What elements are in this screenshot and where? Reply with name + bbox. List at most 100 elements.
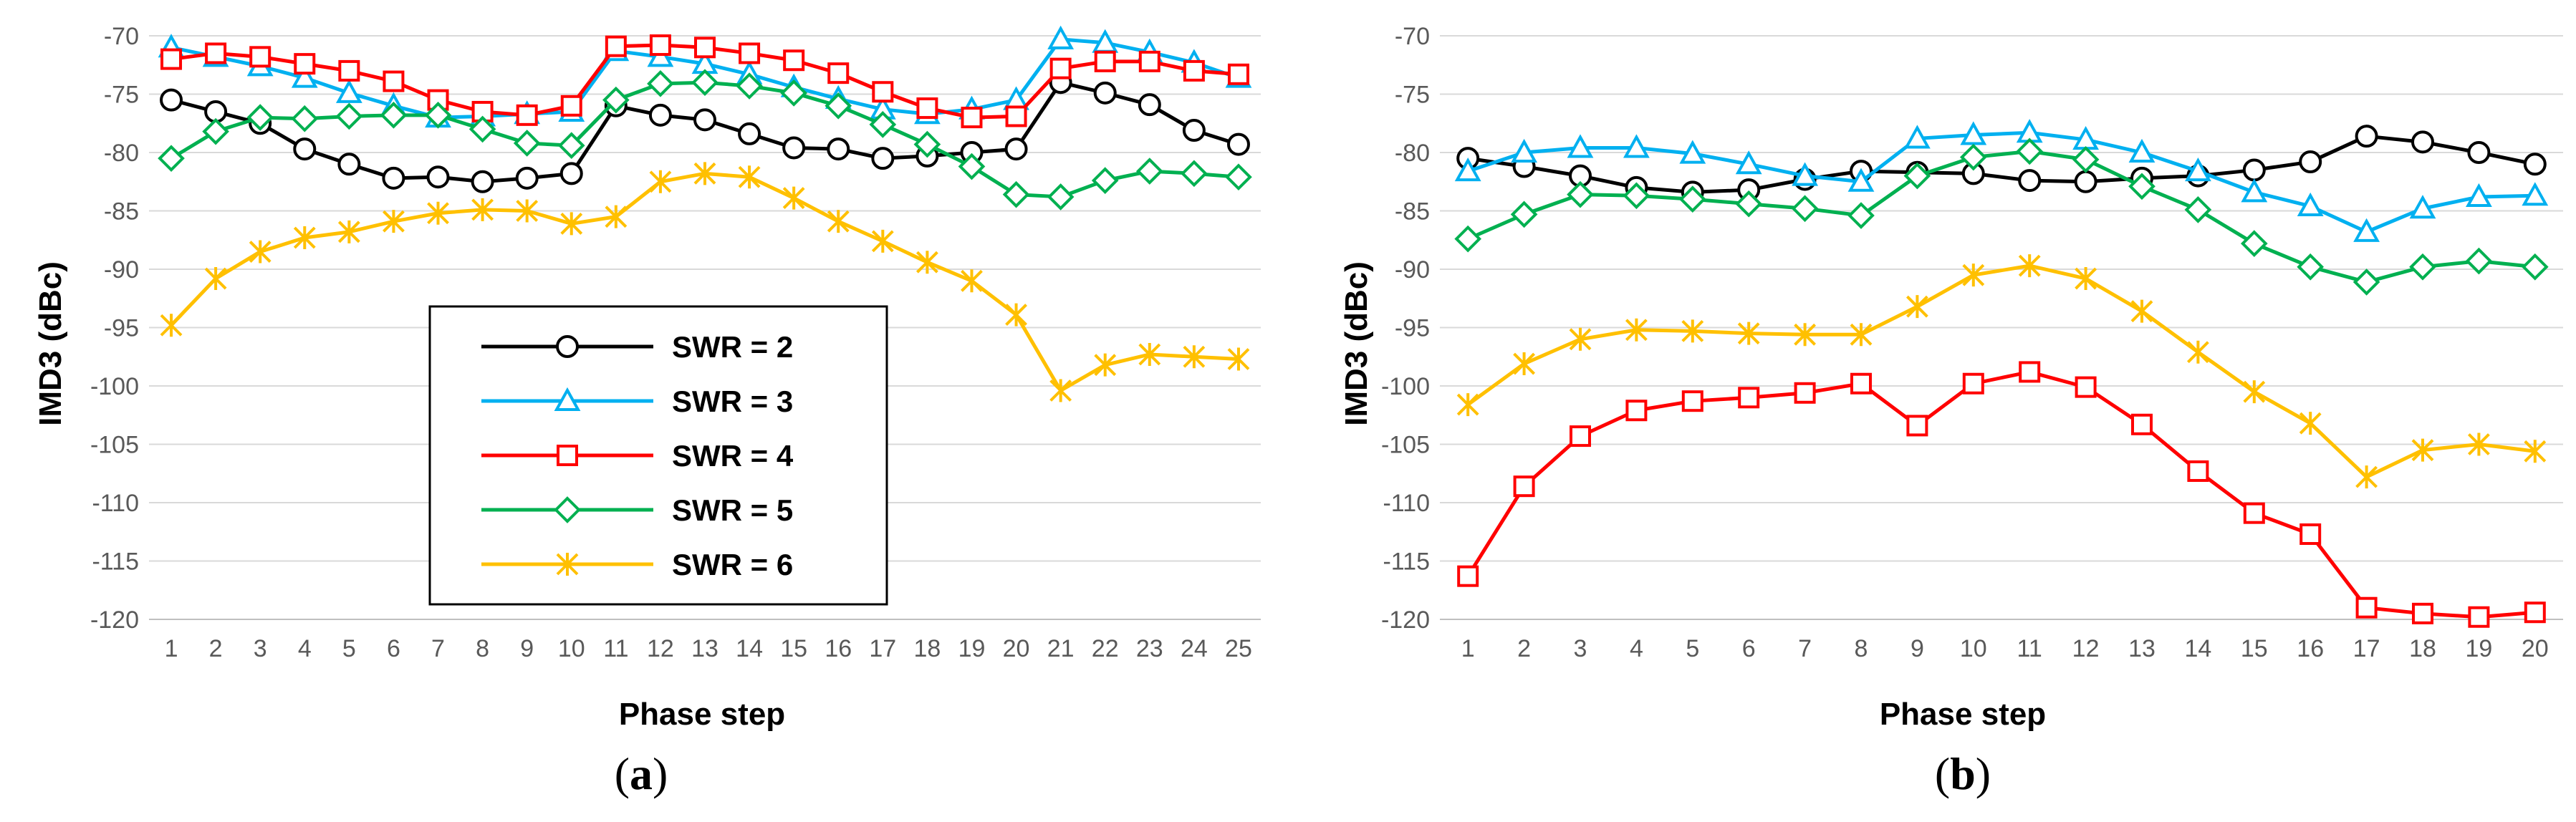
- data-point-swr-4-a: [383, 70, 405, 92]
- data-point-swr-3-b: [2409, 195, 2436, 219]
- data-point-swr-6-b: [1850, 323, 1873, 347]
- data-point-swr-3-a: [1047, 25, 1075, 49]
- data-point-swr-2-a: [293, 137, 317, 161]
- series-line-swr-5-b: [1467, 149, 2536, 284]
- data-point-swr-6-a: [1005, 303, 1027, 327]
- data-point-swr-2-a: [1226, 132, 1250, 156]
- y-tick-label-b: -100: [1381, 373, 1430, 400]
- data-point-swr-5-a: [1135, 158, 1163, 185]
- data-point-swr-4-a: [739, 42, 761, 64]
- series-swr-2-a: [160, 71, 1250, 193]
- data-point-swr-5-a: [1091, 167, 1119, 194]
- data-point-swr-5-b: [1791, 195, 1819, 223]
- data-point-swr-6-a: [871, 229, 894, 253]
- data-point-swr-5-a: [1181, 160, 1208, 188]
- data-point-swr-5-a: [1047, 183, 1075, 211]
- x-tick-label-a: 6: [387, 635, 400, 662]
- x-tick-label-b: 20: [2522, 635, 2549, 662]
- data-point-swr-6-a: [738, 165, 761, 189]
- data-point-swr-3-b: [1567, 134, 1594, 158]
- data-point-swr-6-b: [2524, 440, 2547, 463]
- y-tick-label-b: -85: [1395, 198, 1430, 226]
- x-tick-label-b: 7: [1798, 635, 1812, 662]
- legend-marker-swr-3: [554, 387, 581, 411]
- legend: SWR = 2 SWR = 3 SWR = 4 SWR = 5 SWR = 6: [428, 305, 888, 606]
- data-point-swr-3-b: [1623, 134, 1650, 158]
- x-tick-label-a: 12: [647, 635, 674, 662]
- data-point-swr-2-a: [1093, 81, 1117, 105]
- caption-b-letter: b: [1950, 748, 1976, 799]
- data-point-swr-3-a: [335, 79, 362, 103]
- series-swr-6-b: [1456, 254, 2547, 489]
- data-point-swr-4-b: [1906, 415, 1928, 437]
- data-point-swr-2-b: [2242, 158, 2266, 182]
- data-point-swr-2-b: [2467, 141, 2491, 164]
- legend-item-swr-4: SWR = 4: [481, 439, 794, 473]
- legend-marker-swr-5: [554, 496, 581, 523]
- y-tick-label-b: -115: [1383, 548, 1430, 576]
- data-point-swr-4-a: [961, 107, 983, 129]
- data-point-swr-5-b: [2184, 196, 2212, 223]
- data-point-swr-5-b: [1847, 202, 1875, 229]
- data-point-swr-6-b: [2186, 340, 2209, 364]
- data-point-swr-2-a: [1004, 137, 1028, 161]
- data-point-swr-2-a: [827, 137, 850, 161]
- data-point-swr-6-b: [2299, 412, 2322, 435]
- y-tick-label-a: -75: [104, 82, 139, 109]
- y-tick-label-b: -90: [1395, 256, 1430, 284]
- y-tick-label-b: -110: [1383, 490, 1430, 517]
- x-tick-label-a: 21: [1047, 635, 1075, 662]
- legend-marker-swr-6: [556, 553, 579, 576]
- data-point-swr-6-a: [249, 240, 271, 263]
- data-point-swr-5-b: [2128, 173, 2156, 200]
- data-point-swr-4-b: [1457, 565, 1479, 587]
- x-tick-label-a: 5: [342, 635, 356, 662]
- legend-marker-swr-2: [556, 335, 579, 358]
- data-point-swr-6-a: [427, 201, 449, 225]
- y-tick-label-a: -100: [90, 373, 139, 400]
- data-point-swr-6-a: [961, 269, 983, 293]
- xlabel-b: Phase step: [1880, 697, 2046, 732]
- data-point-swr-4-a: [694, 37, 716, 59]
- data-point-swr-4-a: [872, 81, 894, 103]
- data-point-swr-5-a: [380, 102, 408, 129]
- x-tick-label-a: 24: [1181, 635, 1208, 662]
- data-point-swr-5-a: [1225, 163, 1252, 191]
- data-point-swr-6-a: [693, 162, 716, 185]
- data-point-swr-6-b: [2411, 438, 2434, 462]
- data-point-swr-4-b: [2075, 376, 2097, 398]
- data-point-swr-6-a: [560, 212, 583, 236]
- data-point-swr-6-b: [2467, 432, 2490, 456]
- data-point-swr-6-b: [2130, 299, 2153, 323]
- data-point-swr-6-b: [1625, 318, 1648, 342]
- x-tick-label-a: 7: [431, 635, 445, 662]
- data-point-swr-4-a: [1049, 57, 1072, 79]
- data-point-swr-2-a: [559, 162, 583, 185]
- x-tick-label-a: 14: [736, 635, 763, 662]
- series-swr-4-b: [1457, 361, 2546, 628]
- data-point-swr-6-b: [2243, 380, 2266, 404]
- data-point-swr-5-a: [468, 115, 496, 143]
- data-point-swr-5-a: [158, 145, 185, 172]
- data-point-swr-5-a: [647, 70, 674, 97]
- y-tick-label-b: -120: [1381, 606, 1430, 634]
- data-point-swr-4-b: [2299, 523, 2322, 546]
- x-tick-label-a: 16: [825, 635, 852, 662]
- data-point-swr-3-b: [1735, 150, 1762, 175]
- ylabel-a: IMD3 (dBc): [33, 261, 68, 426]
- data-point-swr-6-a: [782, 186, 805, 210]
- data-point-swr-5-b: [1678, 185, 1706, 213]
- y-tick-label-a: -115: [92, 548, 139, 576]
- y-tick-label-b: -80: [1395, 140, 1430, 167]
- data-point-swr-5-b: [2409, 253, 2436, 281]
- data-point-swr-6-a: [649, 170, 672, 193]
- x-tick-label-a: 17: [869, 635, 896, 662]
- data-point-swr-6-a: [337, 220, 360, 243]
- data-point-swr-6-a: [1138, 342, 1161, 366]
- x-tick-label-b: 11: [2017, 635, 2042, 662]
- legend-label-swr-6: SWR = 6: [672, 548, 793, 581]
- y-tick-label-a: -95: [104, 315, 139, 342]
- data-point-swr-4-a: [249, 46, 271, 68]
